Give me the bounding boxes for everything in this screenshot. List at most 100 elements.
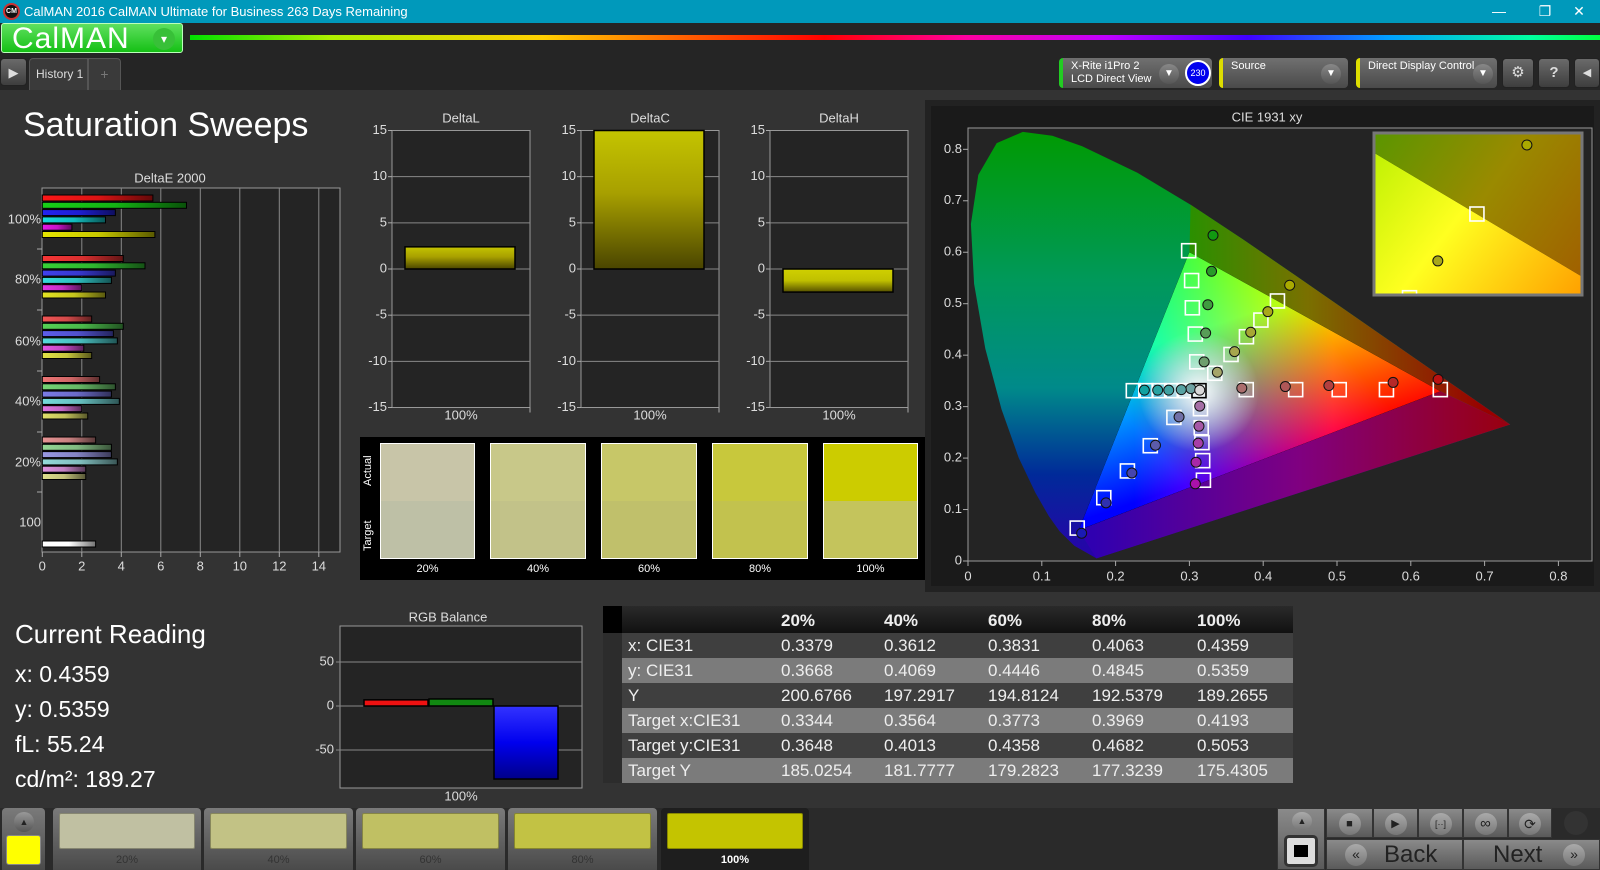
y-tick-label: -10 [557, 353, 576, 368]
add-tab-button[interactable]: + [88, 58, 121, 90]
table-cell: 179.2823 [988, 761, 1059, 780]
table-cell: 0.3612 [884, 636, 936, 655]
chevron-down-icon[interactable]: ▼ [1159, 64, 1179, 84]
chevron-down-icon[interactable]: ▼ [1321, 64, 1341, 84]
rgb-bar-0 [363, 699, 429, 707]
table-row: Target Y 185.0254 181.7777 179.2823 177.3239… [603, 758, 1293, 783]
display-control-selector[interactable]: Direct Display Control ▼ [1356, 58, 1497, 88]
table-cell: Target Y [628, 761, 692, 780]
calman-menu-button[interactable]: CalMAN [1, 22, 183, 55]
plot-area [391, 130, 531, 408]
status-indicator [1552, 808, 1600, 838]
row-handle [603, 633, 622, 658]
group-label: 100 [19, 514, 41, 529]
table-cell: 0.4682 [1092, 736, 1144, 755]
patch-label: 40% [267, 854, 290, 866]
y-tick-label: 0 [380, 260, 387, 275]
patch-color [362, 813, 499, 849]
column-header: 80% [1092, 611, 1127, 630]
bar-yellow-80% [41, 291, 106, 299]
y-tick-label: 15 [751, 122, 765, 137]
cie-panel [925, 100, 1600, 592]
column-header: 40% [884, 611, 919, 630]
table-cell: 0.4446 [988, 661, 1040, 680]
meter-selector[interactable]: X-Rite i1Pro 2 LCD Direct View ▼ [1059, 58, 1212, 88]
play-button[interactable]: ▶ [1373, 808, 1418, 838]
loop-button[interactable]: ∞ [1463, 808, 1508, 838]
table-cell: x: CIE31 [628, 636, 694, 655]
patch-label: 20% [115, 854, 139, 866]
patch-button[interactable]: 40% [204, 808, 353, 870]
patch-button[interactable]: 80% [508, 808, 657, 870]
chart-title: DeltaL [442, 110, 480, 125]
next-button[interactable]: Next » [1463, 839, 1600, 870]
logo-label: CalMAN [12, 22, 130, 55]
table-cell: 189.2655 [1197, 686, 1268, 705]
y-tick-label: -15 [557, 399, 576, 414]
patch-button[interactable]: 60% [356, 808, 505, 870]
source-label: Source [1231, 60, 1266, 72]
collapse-icon[interactable]: ◀ [1574, 58, 1600, 88]
meter-badge[interactable]: 230 [1185, 60, 1211, 86]
help-icon[interactable]: ? [1538, 58, 1570, 88]
swatch-label: 20% [416, 563, 439, 575]
y-tick-label: -5 [564, 307, 576, 322]
bar-blue-40% [41, 390, 112, 398]
actual-swatch [824, 444, 917, 501]
stop-button[interactable]: ■ [1326, 808, 1373, 838]
actual-swatch [602, 444, 696, 501]
up-arrow-icon[interactable]: ▲ [14, 812, 34, 832]
table-cell: Target x:CIE31 [628, 711, 741, 730]
table-cell: 0.3773 [988, 711, 1040, 730]
bar-magenta-60% [41, 344, 85, 352]
table-row: x: CIE31 0.3379 0.3612 0.3831 0.4063 0.4359 [603, 633, 1293, 658]
range-button[interactable]: [··] [1418, 808, 1463, 838]
current-reading-title: Current Reading [15, 619, 206, 649]
x-tick-label: 12 [272, 558, 286, 573]
y-tick-label: -10 [746, 353, 765, 368]
actual-swatch [491, 444, 585, 501]
y-tick-label: 10 [751, 168, 765, 183]
x-category-label: 100% [444, 788, 478, 803]
next-chevron-icon: » [1563, 844, 1585, 866]
maximize-button[interactable]: ❐ [1538, 3, 1552, 19]
workflow-play-button[interactable]: ▶ [0, 58, 27, 86]
bar-deltac [593, 129, 705, 270]
table-cell: 0.3969 [1092, 711, 1144, 730]
close-button[interactable]: ✕ [1573, 3, 1585, 19]
bar-blue-60% [41, 330, 114, 338]
bar-red-60% [41, 315, 93, 323]
chevron-down-icon[interactable]: ▼ [1473, 64, 1493, 84]
chart-title: DeltaC [630, 110, 670, 125]
patch-button[interactable]: 100% [661, 808, 809, 870]
chart-title: RGB Balance [409, 609, 488, 624]
table-row: Y 200.6766 197.2917 194.8124 192.5379 189.265… [603, 683, 1293, 708]
bar-red-40% [41, 376, 101, 383]
up-arrow-icon[interactable]: ▲ [1292, 812, 1312, 830]
bar-magenta-100% [41, 223, 73, 231]
bar-yellow-20% [41, 473, 87, 480]
stop-square-button[interactable] [1284, 835, 1318, 867]
minimize-button[interactable]: — [1492, 3, 1506, 19]
tab-history-1[interactable]: History 1 [29, 58, 88, 90]
x-category-label: 100% [822, 407, 856, 422]
target-swatch [602, 501, 696, 558]
back-button[interactable]: « Back [1326, 839, 1463, 870]
refresh-button[interactable]: ⟳ [1508, 808, 1552, 838]
chevron-down-icon[interactable]: ▾ [153, 28, 175, 50]
gear-icon[interactable]: ⚙ [1502, 58, 1534, 88]
source-selector[interactable]: Source ▼ [1219, 58, 1348, 88]
table-cell: 181.7777 [884, 761, 955, 780]
reading-fl: fL: 55.24 [15, 731, 105, 757]
x-tick-label: 6 [157, 558, 164, 573]
row-handle [603, 758, 622, 783]
reading-x: x: 0.4359 [15, 661, 110, 687]
y-tick-label: -15 [746, 399, 765, 414]
target-swatch [713, 501, 807, 558]
table-cell: 0.4069 [884, 661, 936, 680]
current-patch-button[interactable]: ▲ [2, 808, 45, 870]
y-tick-label: 0 [758, 260, 765, 275]
table-cell: 0.4013 [884, 736, 936, 755]
patch-button[interactable]: 20% [53, 808, 201, 870]
y-tick-label: 15 [373, 122, 387, 137]
